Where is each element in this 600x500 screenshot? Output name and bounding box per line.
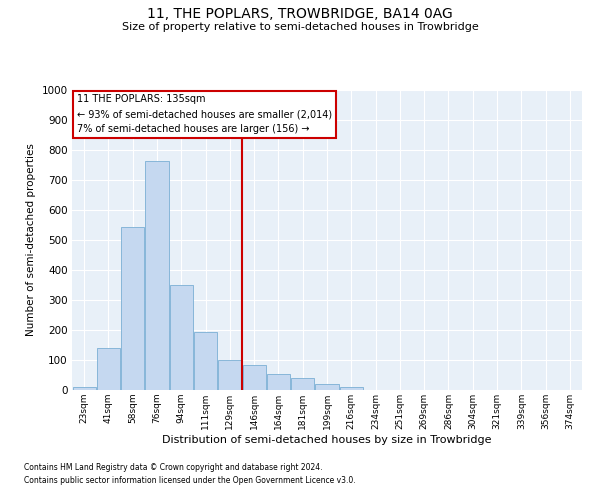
Bar: [97, 348, 120, 390]
Text: 11 THE POPLARS: 135sqm
← 93% of semi-detached houses are smaller (2,014)
7% of s: 11 THE POPLARS: 135sqm ← 93% of semi-det…: [77, 94, 332, 134]
Bar: [73, 387, 95, 390]
Text: Size of property relative to semi-detached houses in Trowbridge: Size of property relative to semi-detach…: [122, 22, 478, 32]
Bar: [145, 160, 169, 390]
Bar: [194, 332, 217, 390]
Bar: [340, 387, 363, 390]
Bar: [267, 374, 290, 390]
Bar: [291, 378, 314, 390]
Text: 11, THE POPLARS, TROWBRIDGE, BA14 0AG: 11, THE POPLARS, TROWBRIDGE, BA14 0AG: [147, 8, 453, 22]
Bar: [121, 226, 144, 390]
Bar: [316, 384, 338, 390]
Bar: [218, 360, 241, 390]
Text: Contains HM Land Registry data © Crown copyright and database right 2024.: Contains HM Land Registry data © Crown c…: [24, 464, 323, 472]
Y-axis label: Number of semi-detached properties: Number of semi-detached properties: [26, 144, 36, 336]
Text: Contains public sector information licensed under the Open Government Licence v3: Contains public sector information licen…: [24, 476, 356, 485]
Bar: [170, 285, 193, 390]
Bar: [242, 364, 266, 390]
Text: Distribution of semi-detached houses by size in Trowbridge: Distribution of semi-detached houses by …: [162, 435, 492, 445]
